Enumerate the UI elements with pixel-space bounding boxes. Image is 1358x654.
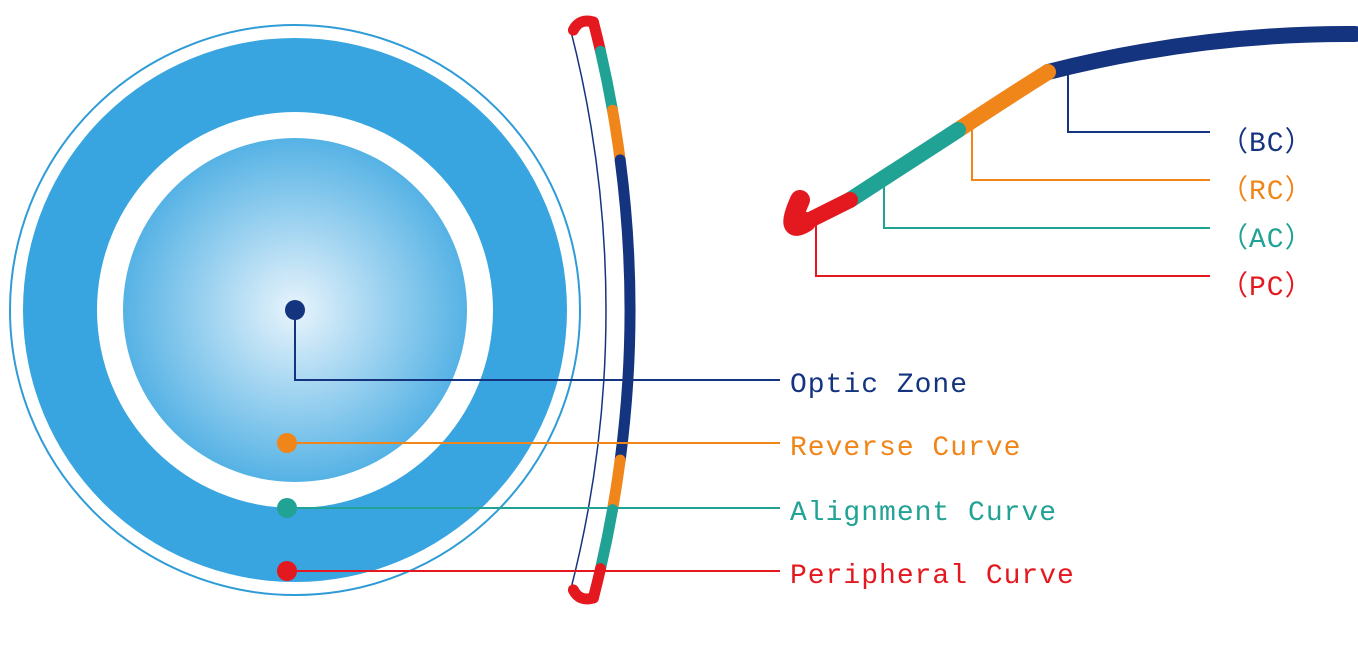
label-alignment-curve: Alignment Curve (790, 498, 1057, 529)
bracket-bc (1068, 64, 1210, 132)
top-bc-segment (1048, 34, 1355, 72)
diagram-stage (0, 0, 1358, 654)
label-bc-abbr: （BC） (1220, 120, 1314, 160)
side-rc-bot (613, 460, 621, 510)
label-ac-abbr: （AC） (1220, 216, 1314, 256)
side-bc (620, 160, 630, 460)
label-pc-abbr: （PC） (1220, 264, 1314, 304)
top-pc-hook (793, 200, 806, 226)
side-ac-top (601, 51, 613, 110)
label-peripheral-curve: Peripheral Curve (790, 561, 1075, 592)
side-ac-bot (601, 510, 613, 569)
top-ac-segment (850, 130, 958, 200)
label-optic-zone: Optic Zone (790, 370, 968, 401)
label-rc-abbr: （RC） (1220, 168, 1314, 208)
bracket-rc (972, 118, 1210, 180)
bracket-ac (884, 176, 1210, 228)
side-rc-top (613, 110, 621, 160)
bracket-pc (816, 224, 1210, 276)
label-reverse-curve: Reverse Curve (790, 433, 1021, 464)
